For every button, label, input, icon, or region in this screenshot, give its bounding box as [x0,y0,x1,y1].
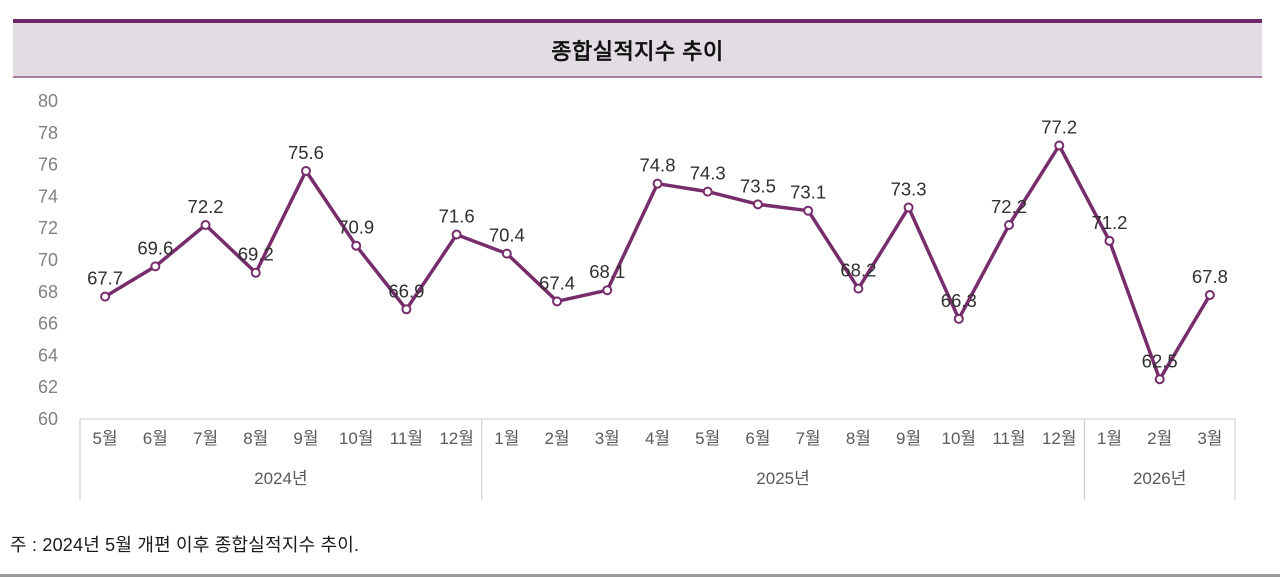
year-label: 2026년 [1133,469,1186,488]
y-tick-label: 66 [38,314,58,334]
data-point [1104,235,1115,246]
data-point [501,248,512,259]
month-label: 11월 [390,429,423,448]
y-tick-label: 76 [38,155,58,175]
data-label: 66.9 [388,280,424,301]
line-chart: 80 78 76 74 72 70 68 66 64 62 60 5월 6월 7월 8월 9월 10월 11월 12… [38,91,1236,500]
data-point [1004,220,1015,231]
month-label: 8월 [243,429,268,448]
data-point [250,267,261,278]
month-label: 10월 [339,429,374,448]
month-label: 9월 [896,429,921,448]
data-point [702,186,713,197]
y-tick-label: 78 [38,123,58,143]
y-tick-label: 60 [38,409,58,429]
chart-title: 종합실적지수 추이 [551,38,724,64]
data-label: 72.2 [188,196,224,217]
data-label: 75.6 [288,142,324,163]
month-label: 6월 [745,429,770,448]
data-point [1054,140,1065,151]
data-point [200,220,211,231]
data-label: 70.9 [338,217,374,238]
data-label: 77.2 [1041,117,1077,138]
data-label: 66.3 [941,290,977,311]
data-point [351,240,362,251]
month-label: 3월 [1197,429,1222,448]
data-point [953,313,964,324]
data-point [602,285,613,296]
data-label: 69.2 [238,244,274,265]
data-label: 68.1 [589,261,625,282]
month-label: 4월 [645,429,670,448]
data-label: 73.5 [740,175,776,196]
month-label: 8월 [846,429,871,448]
data-point [401,304,412,315]
data-label: 72.2 [991,196,1027,217]
bottom-divider [0,574,1280,577]
month-label: 1월 [494,429,519,448]
y-tick-label: 68 [38,282,58,302]
y-tick-label: 74 [38,186,58,206]
y-tick-label: 80 [38,91,58,111]
data-label: 62.5 [1142,350,1178,371]
data-point [652,178,663,189]
month-label: 10월 [942,429,977,448]
month-label: 12월 [439,429,474,448]
data-label: 73.3 [891,179,927,200]
y-tick-label: 64 [38,345,58,365]
data-point [100,291,111,302]
data-point [1154,374,1165,385]
year-label: 2024년 [254,469,307,488]
chart-title-bar: 종합실적지수 추이 [13,19,1262,78]
data-label: 67.4 [539,272,575,293]
y-tick-label: 70 [38,250,58,270]
month-label: 9월 [293,429,318,448]
month-label: 7월 [796,429,821,448]
data-label: 71.6 [439,206,475,227]
data-label: 70.4 [489,225,525,246]
data-point [1204,289,1215,300]
month-label: 2월 [545,429,570,448]
month-label: 1월 [1097,429,1122,448]
data-point [752,199,763,210]
data-label: 74.8 [639,155,675,176]
data-point [853,283,864,294]
data-point [451,229,462,240]
year-label: 2025년 [756,469,809,488]
month-label: 12월 [1042,429,1077,448]
data-point [903,202,914,213]
footnote: 주 : 2024년 5월 개편 이후 종합실적지수 추이. [10,535,360,555]
y-tick-label: 62 [38,377,58,397]
month-label: 6월 [143,429,168,448]
month-label: 11월 [992,429,1025,448]
data-point [803,205,814,216]
data-label: 74.3 [690,163,726,184]
y-tick-label: 72 [38,218,58,238]
data-point [150,261,161,272]
data-label: 67.7 [87,268,123,289]
data-point [300,165,311,176]
month-label: 3월 [595,429,620,448]
month-label: 5월 [695,429,720,448]
data-label: 71.2 [1091,212,1127,233]
month-label: 5월 [93,429,118,448]
month-label: 7월 [193,429,218,448]
data-point [552,296,563,307]
data-label: 73.1 [790,182,826,203]
data-label: 67.8 [1192,266,1228,287]
month-label: 2월 [1147,429,1172,448]
data-label: 69.6 [137,237,173,258]
data-label: 68.2 [840,260,876,281]
